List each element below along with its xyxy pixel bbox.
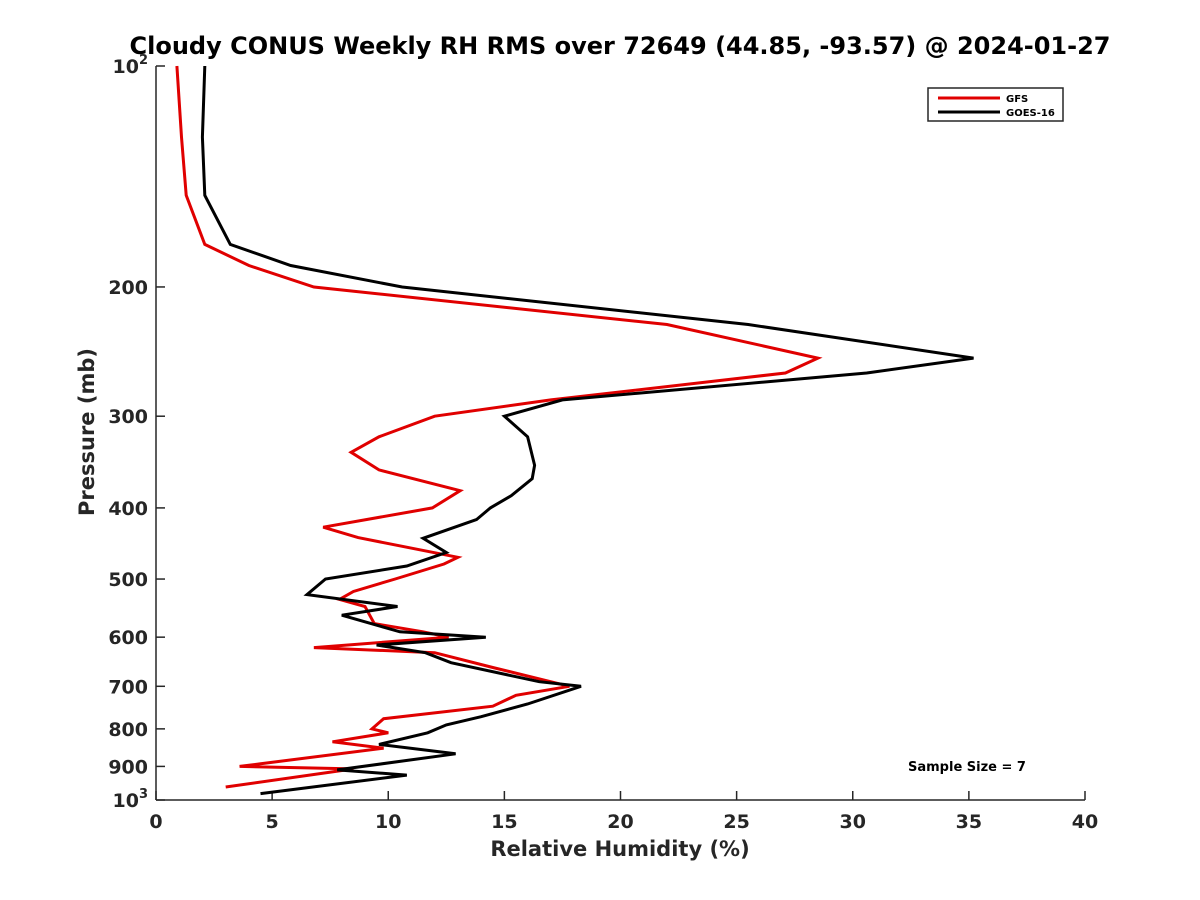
plot-axes (155, 66, 1085, 801)
y-tick-label: 900 (108, 756, 148, 778)
y-tick-label: 103 (113, 787, 149, 812)
x-axis-label: Relative Humidity (%) (490, 837, 749, 861)
x-tick-label: 40 (1072, 811, 1098, 833)
chart-title: Cloudy CONUS Weekly RH RMS over 72649 (4… (130, 32, 1111, 60)
legend-box (927, 87, 1064, 122)
x-tick-label: 35 (956, 811, 982, 833)
x-tick-label: 10 (375, 811, 401, 833)
x-tick-label: 0 (149, 811, 162, 833)
y-tick-label: 102 (113, 53, 149, 78)
y-axis-label: Pressure (mb) (75, 348, 99, 516)
y-tick-label: 500 (108, 569, 148, 591)
y-tick-label: 200 (108, 277, 148, 299)
legend-label: GFS (1006, 94, 1028, 105)
axis-ticks: 0 5 10 15 20 25 30 35 40 102 200 300 400 500 600 700 800… (108, 53, 1098, 833)
series-line-gfs (175, 65, 823, 789)
y-tick-label: 800 (108, 719, 148, 741)
x-tick-label: 5 (266, 811, 279, 833)
y-tick-label: 700 (108, 676, 148, 698)
data-series (175, 65, 974, 796)
x-tick-label: 30 (840, 811, 866, 833)
x-tick-label: 20 (607, 811, 633, 833)
y-tick-label: 400 (108, 498, 148, 520)
legend: GFS GOES-16 (927, 87, 1064, 122)
x-tick-label: 25 (723, 811, 749, 833)
y-tick-label: 600 (108, 627, 148, 649)
x-tick-label: 15 (491, 811, 517, 833)
legend-label: GOES-16 (1006, 108, 1055, 119)
y-tick-label: 300 (108, 406, 148, 428)
sample-size-annotation: Sample Size = 7 (908, 760, 1026, 775)
series-line-goes-16 (200, 65, 974, 796)
